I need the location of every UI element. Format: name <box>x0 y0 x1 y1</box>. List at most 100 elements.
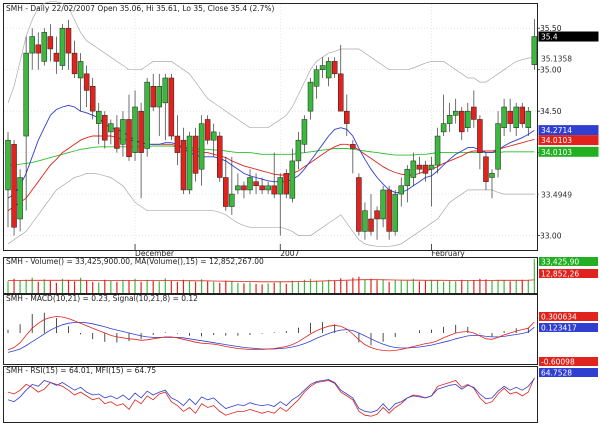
candle-up <box>525 110 532 128</box>
price-badge-box <box>538 189 599 200</box>
candle-up <box>289 160 296 199</box>
candle-down <box>223 177 229 207</box>
rsi-plot <box>7 377 535 417</box>
macd-value-badges: 0.300634 0.123417 -0.60098 <box>539 312 598 367</box>
price-badge-box <box>538 135 599 146</box>
candle-down <box>174 135 181 153</box>
candle-up <box>41 32 48 62</box>
price-header: SMH - Daily 22/02/2007 Open 35.06, Hi 35… <box>6 4 275 13</box>
price-badge-text: 34.2714 <box>541 126 572 135</box>
price-badge-box <box>538 53 599 64</box>
candle-up <box>398 185 404 195</box>
candle-down <box>422 164 429 174</box>
macd-badge-box <box>539 357 598 366</box>
candle-down <box>65 27 72 54</box>
candle-down <box>180 139 187 191</box>
candle-up <box>380 189 386 220</box>
candle-down <box>47 36 54 50</box>
candle-up <box>295 139 302 162</box>
candle-down <box>253 181 259 187</box>
candle-down <box>331 61 338 75</box>
candle-down <box>192 135 199 174</box>
candle-up <box>265 185 271 191</box>
candle-up <box>428 164 435 170</box>
candle-up <box>77 61 84 79</box>
macd-badge-text: 0.123417 <box>541 324 577 333</box>
candle-up <box>156 86 162 108</box>
candle-down <box>519 106 525 124</box>
rsi-badge-box <box>539 368 598 377</box>
candle-down <box>471 106 477 120</box>
candle-up <box>452 110 459 116</box>
candle-up <box>489 173 495 178</box>
x-axis-labels: December 2007 February <box>134 244 465 258</box>
candle-down <box>168 77 175 137</box>
rsi-line <box>7 378 535 413</box>
candle-down <box>459 110 465 133</box>
rsi-value-badges: 64.7528 <box>539 368 598 378</box>
candle-up <box>186 135 193 191</box>
candle-up <box>495 123 501 170</box>
candle-down <box>11 144 17 228</box>
volume-badge-text: 33,425,90 <box>541 258 579 267</box>
price-badge-text: 34.0103 <box>541 136 572 145</box>
candle-down <box>477 119 483 153</box>
candle-up <box>210 131 217 141</box>
price-badge-box <box>538 31 599 42</box>
candle-down <box>138 110 144 153</box>
candle-up <box>162 77 169 104</box>
candle-up <box>501 106 507 128</box>
price-tick-label: 35.50 <box>540 24 562 33</box>
candle-down <box>374 210 380 220</box>
candle-up <box>120 119 126 145</box>
macd-plot <box>7 312 535 353</box>
candle-up <box>404 168 411 187</box>
candle-up <box>23 52 29 137</box>
price-badge-text: 34.0103 <box>541 148 572 157</box>
macd-badge-box <box>539 312 598 321</box>
candle-up <box>325 61 332 79</box>
candle-down <box>114 127 120 149</box>
candle-down <box>35 44 41 54</box>
candle-down <box>259 185 265 191</box>
price-badge-text: 35.4 <box>541 33 558 42</box>
price-badge-box <box>538 146 599 157</box>
price-badge-box <box>538 125 599 136</box>
ma-blue-line <box>7 104 535 199</box>
volume-badge-box <box>539 269 598 278</box>
volume-ma-line <box>8 279 535 283</box>
macd-badge-text: -0.60098 <box>541 358 575 367</box>
macd-panel-frame <box>3 294 538 365</box>
candle-down <box>53 52 60 62</box>
price-panel-frame <box>3 3 538 251</box>
price-badge-text: 33.4949 <box>541 191 572 200</box>
candle-up <box>410 160 417 178</box>
candle-up <box>434 135 441 166</box>
volume-ma-line <box>8 279 535 283</box>
candle-down <box>416 164 423 170</box>
volume-badge-text: 12,852,26 <box>541 270 579 279</box>
candle-down <box>386 189 392 232</box>
price-tick-label: 34.50 <box>540 107 562 116</box>
candle-up <box>465 110 471 128</box>
candle-down <box>507 110 513 124</box>
candle-down <box>356 177 362 232</box>
candle-down <box>241 185 247 191</box>
ma-green-line <box>8 145 535 166</box>
candle-up <box>392 193 398 232</box>
candle-up <box>247 177 253 191</box>
candle-up <box>531 36 538 65</box>
candle-up <box>59 27 66 66</box>
candle-up <box>29 36 35 54</box>
candle-up <box>144 81 150 149</box>
price-tick-label: 35.00 <box>540 66 562 75</box>
volume-header: SMH - Volume() = 33,425,900.00, MA(Volum… <box>6 257 264 266</box>
candle-down <box>71 52 78 75</box>
price-badge-text: 35.1358 <box>541 54 572 63</box>
candle-up <box>235 185 241 191</box>
bollinger-bands <box>7 1 535 247</box>
candle-up <box>319 65 326 70</box>
mfi-line <box>7 377 535 417</box>
candle-up <box>313 69 320 87</box>
